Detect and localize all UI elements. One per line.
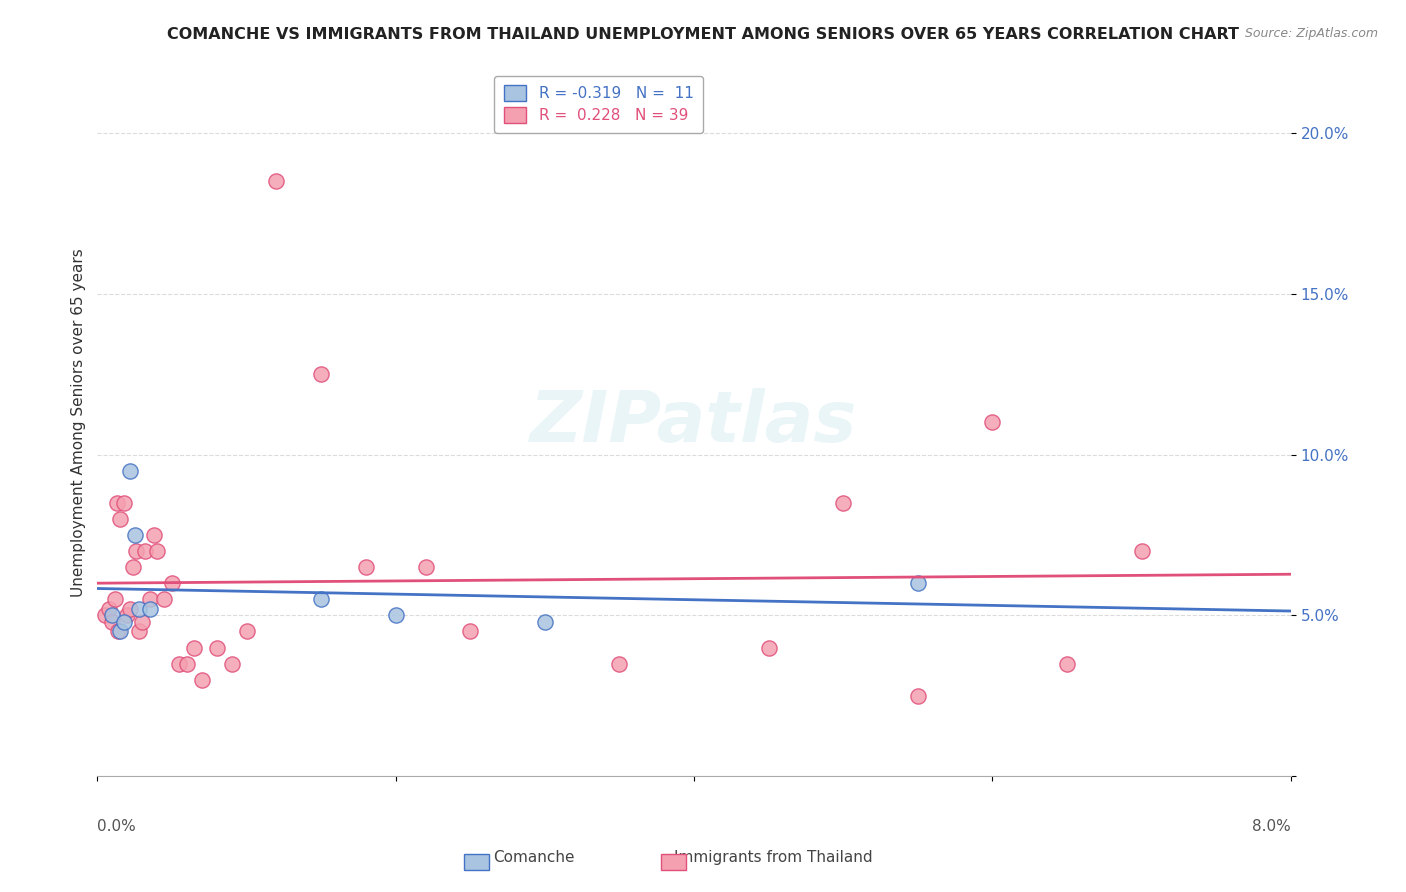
Point bbox=[176, 657, 198, 671]
Point bbox=[98, 602, 121, 616]
Point bbox=[112, 615, 135, 629]
Point bbox=[101, 608, 124, 623]
Point bbox=[128, 602, 150, 616]
Point bbox=[609, 657, 631, 671]
Point bbox=[125, 544, 148, 558]
Text: Comanche: Comanche bbox=[494, 850, 575, 865]
Point bbox=[120, 602, 142, 616]
Point bbox=[107, 624, 129, 639]
Point bbox=[205, 640, 228, 655]
Point bbox=[458, 624, 481, 639]
Text: ZIPatlas: ZIPatlas bbox=[530, 388, 858, 457]
Point bbox=[105, 496, 128, 510]
Point bbox=[146, 544, 169, 558]
Point bbox=[138, 602, 160, 616]
Point bbox=[1130, 544, 1153, 558]
Point bbox=[143, 528, 166, 542]
Text: Source: ZipAtlas.com: Source: ZipAtlas.com bbox=[1244, 27, 1378, 40]
Point bbox=[108, 624, 131, 639]
Point bbox=[309, 592, 332, 607]
Point bbox=[354, 560, 377, 574]
Text: 0.0%: 0.0% bbox=[97, 819, 136, 834]
Point bbox=[104, 592, 127, 607]
Text: 8.0%: 8.0% bbox=[1251, 819, 1291, 834]
Text: COMANCHE VS IMMIGRANTS FROM THAILAND UNEMPLOYMENT AMONG SENIORS OVER 65 YEARS CO: COMANCHE VS IMMIGRANTS FROM THAILAND UNE… bbox=[167, 27, 1239, 42]
Point bbox=[138, 592, 160, 607]
Point bbox=[131, 615, 153, 629]
Point bbox=[134, 544, 156, 558]
Point bbox=[1056, 657, 1078, 671]
Point bbox=[112, 496, 135, 510]
Point bbox=[120, 464, 142, 478]
Point bbox=[128, 624, 150, 639]
Point bbox=[758, 640, 780, 655]
Point bbox=[122, 560, 145, 574]
Text: Immigrants from Thailand: Immigrants from Thailand bbox=[673, 850, 873, 865]
Point bbox=[907, 689, 929, 703]
Point bbox=[534, 615, 557, 629]
Point bbox=[94, 608, 117, 623]
Point bbox=[153, 592, 176, 607]
Point bbox=[124, 528, 146, 542]
Point bbox=[221, 657, 243, 671]
Point bbox=[115, 608, 138, 623]
Point bbox=[169, 657, 191, 671]
Point bbox=[981, 415, 1004, 429]
Point bbox=[160, 576, 183, 591]
Point bbox=[832, 496, 855, 510]
Point bbox=[384, 608, 406, 623]
Point bbox=[415, 560, 437, 574]
Point bbox=[108, 512, 131, 526]
Point bbox=[907, 576, 929, 591]
Point bbox=[183, 640, 205, 655]
Point bbox=[266, 174, 288, 188]
Point bbox=[309, 367, 332, 381]
Point bbox=[101, 615, 124, 629]
Point bbox=[191, 673, 214, 687]
Y-axis label: Unemployment Among Seniors over 65 years: Unemployment Among Seniors over 65 years bbox=[72, 248, 86, 597]
Legend: R = -0.319   N =  11, R =  0.228   N = 39: R = -0.319 N = 11, R = 0.228 N = 39 bbox=[495, 76, 703, 133]
Point bbox=[235, 624, 257, 639]
